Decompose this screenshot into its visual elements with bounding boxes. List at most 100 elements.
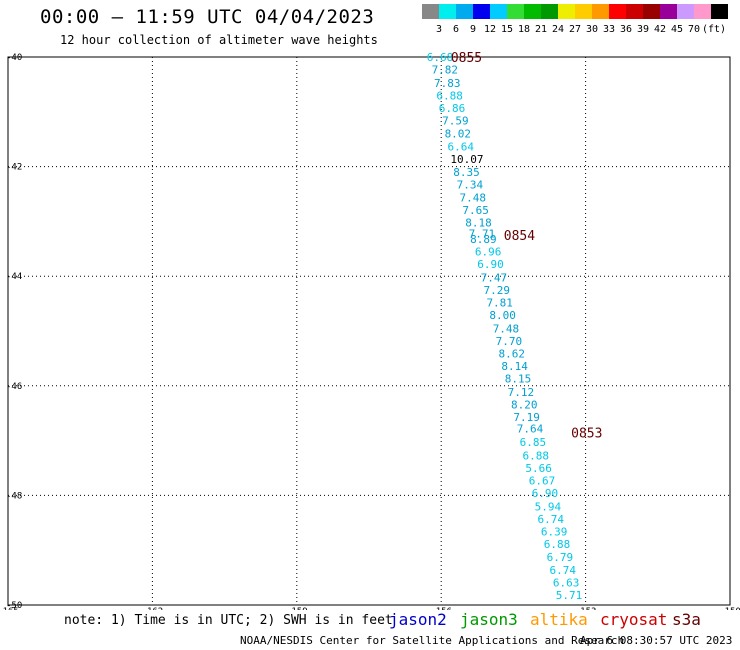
data-point-label: 6.39 <box>541 526 568 539</box>
time-label: 0854 <box>504 229 535 244</box>
data-point-label: 7.19 <box>513 411 540 424</box>
scale-label: 39 <box>636 24 650 35</box>
chart-title: 00:00 – 11:59 UTC 04/04/2023 <box>40 6 375 28</box>
data-point-label: 6.67 <box>529 475 556 488</box>
data-point-label: 6.79 <box>547 551 574 564</box>
scale-label: 18 <box>517 24 531 35</box>
data-point-label: 6.88 <box>436 89 463 102</box>
data-point-label: 8.20 <box>511 398 538 411</box>
scale-label: 3 <box>435 24 443 35</box>
legend-altika: altika <box>530 610 588 629</box>
data-point-label: 6.68 <box>427 51 454 64</box>
chart-svg: -165 -162 -159 -156 -153 -150 -40 -42 -44 -46 -48 -… <box>0 51 740 610</box>
y-tick-label: -40 <box>6 53 22 63</box>
scale-label: 27 <box>568 24 582 35</box>
data-point-label: 7.65 <box>462 204 489 217</box>
x-tick-label: -150 <box>719 607 740 610</box>
legend-jason3: jason3 <box>460 610 518 629</box>
data-point-label: 6.63 <box>553 577 580 590</box>
data-point-label: 8.89 <box>470 233 497 246</box>
scale-swatch <box>422 4 439 19</box>
data-point-label: 8.18 <box>465 216 492 229</box>
y-tick-label: -44 <box>6 272 22 282</box>
x-tick-label: -153 <box>575 607 597 610</box>
scale-label: 70 <box>687 24 701 35</box>
data-point-label: 8.14 <box>501 360 528 373</box>
scale-swatch <box>473 4 490 19</box>
y-tick-label: -42 <box>6 163 22 173</box>
data-point-label: 6.74 <box>550 564 577 577</box>
data-point-label: 7.71 <box>469 227 496 240</box>
data-point-label: 5.94 <box>535 500 562 513</box>
x-tick-label: -156 <box>430 607 452 610</box>
data-point-label: 6.88 <box>523 449 550 462</box>
legend-cryosat: cryosat <box>600 610 668 629</box>
plot-frame <box>7 56 731 606</box>
note-text: note: 1) Time is in UTC; 2) SWH is in fe… <box>64 613 393 628</box>
data-point-label: 6.74 <box>537 513 564 526</box>
scale-swatch <box>694 4 711 19</box>
x-tick-label: -162 <box>142 607 164 610</box>
scale-swatch <box>490 4 507 19</box>
scale-label: 30 <box>585 24 599 35</box>
x-tick-label: -165 <box>0 607 19 610</box>
time-label: 0853 <box>571 426 602 441</box>
data-point-label: 7.82 <box>432 64 459 77</box>
scale-label: 6 <box>452 24 460 35</box>
scale-label: 45 <box>670 24 684 35</box>
data-point-label: 7.81 <box>486 297 512 310</box>
scale-swatch <box>626 4 643 19</box>
scale-swatch <box>524 4 541 19</box>
data-point-label: 6.88 <box>544 538 571 551</box>
footer-timestamp: Apr 6 08:30:57 UTC 2023 <box>580 634 733 647</box>
data-point-label: 6.86 <box>439 102 466 115</box>
scale-swatch <box>609 4 626 19</box>
scale-swatch <box>558 4 575 19</box>
data-point-label: 7.64 <box>517 423 544 436</box>
scale-label: 33 <box>602 24 616 35</box>
data-point-label: 7.83 <box>434 77 461 90</box>
data-point-label: 8.02 <box>445 128 472 141</box>
data-point-label: 5.71 <box>556 589 583 602</box>
y-tick-label: -48 <box>6 491 22 501</box>
scale-label: 9 <box>469 24 477 35</box>
data-point-label: 5.66 <box>525 462 552 475</box>
scale-label: (ft) <box>702 24 727 35</box>
data-point-label: 8.35 <box>453 166 480 179</box>
data-point-label: 8.15 <box>505 373 531 386</box>
scale-swatch <box>660 4 677 19</box>
data-point-label: 10.07 <box>450 153 483 166</box>
scale-swatch <box>439 4 456 19</box>
data-point-label: 6.90 <box>532 487 559 500</box>
legend-s3a: s3a <box>672 610 701 629</box>
data-point-label: 7.70 <box>496 335 523 348</box>
data-point-label: 7.34 <box>457 179 484 192</box>
scale-swatch <box>456 4 473 19</box>
data-point-label: 6.90 <box>477 258 504 271</box>
scale-swatch <box>592 4 609 19</box>
chart-subtitle: 12 hour collection of altimeter wave hei… <box>60 33 378 47</box>
data-point-label: 6.96 <box>475 246 502 259</box>
data-point-label: 7.48 <box>493 322 519 335</box>
scale-label: 12 <box>483 24 497 35</box>
data-point-label: 7.59 <box>442 115 469 128</box>
footer-credit: NOAA/NESDIS Center for Satellite Applica… <box>240 634 625 647</box>
scale-swatch <box>507 4 524 19</box>
scale-label: 36 <box>619 24 633 35</box>
legend-jason2: jason2 <box>389 610 447 629</box>
data-point-label: 6.64 <box>447 140 474 153</box>
scale-swatch <box>575 4 592 19</box>
data-point-label: 7.29 <box>484 284 511 297</box>
scale-label: 24 <box>551 24 565 35</box>
scale-label: 42 <box>653 24 667 35</box>
data-point-label: 7.12 <box>508 386 535 399</box>
data-point-label: 8.62 <box>498 347 524 360</box>
data-point-label: 7.48 <box>459 191 486 204</box>
scale-swatch <box>643 4 660 19</box>
time-label: 0855 <box>451 51 482 66</box>
scale-label: 15 <box>500 24 514 35</box>
data-point-label: 6.85 <box>520 436 547 449</box>
scale-swatch <box>677 4 694 19</box>
y-tick-label: -46 <box>6 382 22 392</box>
scale-label: 21 <box>534 24 548 35</box>
